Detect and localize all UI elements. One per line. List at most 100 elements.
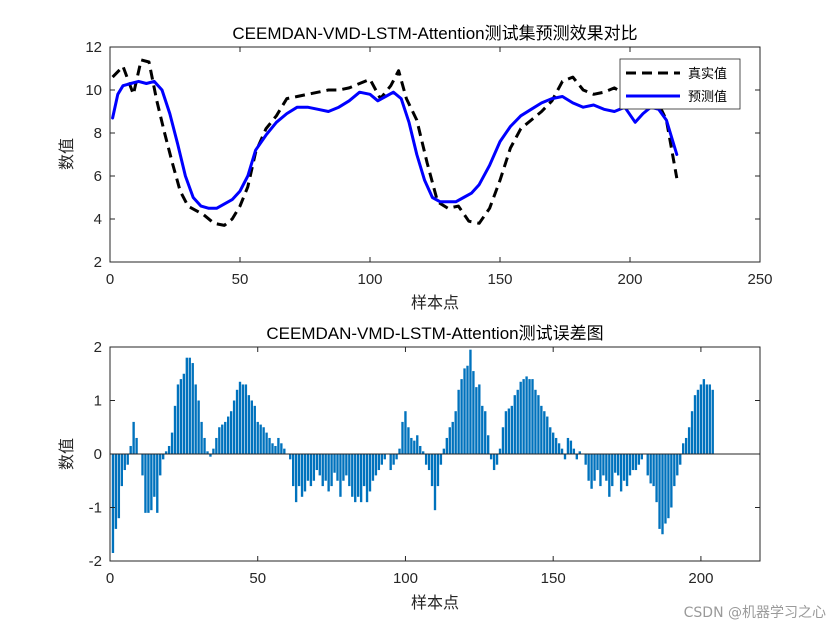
error-bar <box>634 454 638 471</box>
error-bar <box>359 454 363 503</box>
error-bar <box>170 432 174 454</box>
bottom-x-tick-label: 150 <box>541 570 566 587</box>
error-bar <box>442 448 446 454</box>
error-bar <box>419 445 422 454</box>
bottom-chart-title: CEEMDAN-VMD-LSTM-Attention测试误差图 <box>266 324 603 343</box>
error-bar <box>318 454 321 476</box>
error-bar <box>416 435 419 454</box>
error-bar <box>164 451 168 454</box>
error-bar <box>504 411 508 454</box>
error-bar <box>188 357 191 454</box>
error-bar <box>578 451 581 454</box>
error-bar <box>661 454 664 535</box>
error-bar <box>398 448 401 454</box>
error-bar <box>215 437 218 454</box>
error-bar <box>280 443 283 454</box>
error-bar <box>560 448 564 454</box>
error-bar <box>457 389 460 454</box>
error-bar <box>673 454 676 487</box>
top-series-lines <box>111 58 679 227</box>
error-bar <box>212 448 215 454</box>
error-bar <box>549 427 552 454</box>
error-bar <box>702 379 706 454</box>
top-x-axis-label: 样本点 <box>411 293 459 312</box>
error-bar <box>705 384 708 454</box>
error-bar <box>407 427 410 454</box>
error-bar <box>664 454 667 524</box>
error-bar <box>253 405 256 454</box>
error-bar <box>522 379 525 454</box>
error-bar <box>330 454 333 487</box>
bottom-x-axis-label: 样本点 <box>411 593 459 612</box>
error-bar <box>218 427 221 454</box>
top-x-tick-label: 100 <box>357 271 382 288</box>
error-bar <box>185 357 188 454</box>
error-bar <box>294 454 298 503</box>
error-bar <box>209 454 212 457</box>
error-bar <box>557 443 561 454</box>
error-bar <box>141 454 144 476</box>
error-bar <box>439 454 443 465</box>
error-bar <box>268 437 271 454</box>
top-x-tick-label: 200 <box>617 271 642 288</box>
error-bar <box>371 454 375 481</box>
error-bar <box>191 363 194 454</box>
error-bar <box>611 454 614 487</box>
top-x-tick-label: 50 <box>232 271 249 288</box>
error-bar <box>445 437 448 454</box>
error-bar <box>156 454 159 513</box>
error-bar <box>339 454 342 497</box>
error-bar <box>129 445 132 454</box>
error-bar <box>232 400 236 454</box>
error-bar <box>256 421 259 454</box>
error-bar <box>162 454 165 460</box>
error-bar <box>430 454 434 487</box>
error-bar <box>510 405 513 454</box>
error-bar <box>410 437 413 454</box>
error-bar <box>377 454 381 471</box>
error-bar <box>306 454 310 481</box>
bottom-x-tick-label: 0 <box>106 570 114 587</box>
error-bar <box>194 384 197 454</box>
top-y-tick-label: 2 <box>94 254 102 271</box>
error-bar <box>200 421 203 454</box>
error-bar <box>265 432 268 454</box>
bottom-y-tick-label: -1 <box>89 500 102 517</box>
error-bar <box>336 454 339 481</box>
legend-label-actual: 真实值 <box>688 66 727 82</box>
error-bar <box>123 454 126 471</box>
error-bar <box>602 454 605 476</box>
error-bar <box>528 379 531 454</box>
error-bar <box>531 379 534 454</box>
error-bar <box>507 408 511 454</box>
error-bar <box>563 454 567 460</box>
bottom-x-tick-label: 200 <box>688 570 713 587</box>
error-bar <box>404 411 407 454</box>
error-bar <box>221 424 224 454</box>
error-bar <box>646 454 649 476</box>
error-bar <box>498 448 502 454</box>
error-bar <box>324 454 327 481</box>
error-bar <box>684 437 688 454</box>
top-x-ticks: 0 50 100 150 200 250 <box>106 47 773 288</box>
bottom-y-axis-label: 数值 <box>57 438 76 470</box>
error-bar <box>277 437 280 454</box>
error-bar <box>587 454 590 481</box>
error-bar <box>392 454 395 465</box>
error-bar <box>534 389 537 454</box>
error-bar <box>197 400 200 454</box>
error-bar <box>540 405 543 454</box>
error-bar <box>380 454 383 465</box>
error-bar <box>241 384 245 454</box>
error-bar <box>690 411 694 454</box>
bottom-y-tick-label: 2 <box>94 339 102 356</box>
error-bar <box>682 443 685 454</box>
error-bar <box>271 443 274 454</box>
error-bar <box>652 454 655 487</box>
error-bar <box>259 424 262 454</box>
top-x-tick-label: 0 <box>106 271 114 288</box>
error-bar <box>321 454 324 487</box>
error-bar <box>144 454 147 513</box>
error-bar <box>153 454 156 497</box>
error-bar <box>593 454 596 481</box>
